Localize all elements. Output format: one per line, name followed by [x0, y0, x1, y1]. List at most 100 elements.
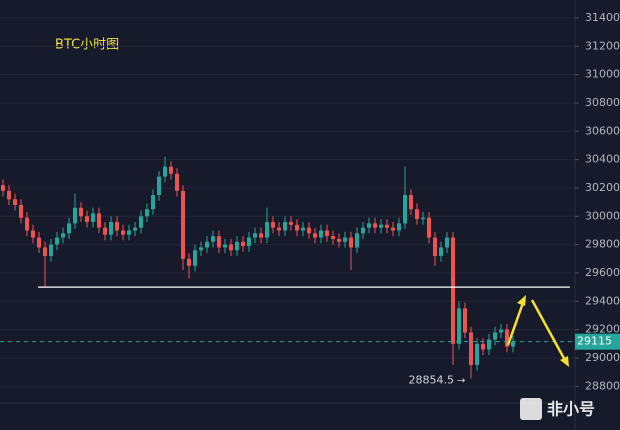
y-tick-label: 29800: [585, 238, 620, 251]
candle-body: [103, 227, 107, 235]
candle-body: [331, 236, 335, 239]
candle-body: [97, 213, 101, 228]
y-tick-label: 29400: [585, 294, 620, 307]
candle-body: [283, 221, 287, 231]
low-annotation: 28854.5: [409, 374, 455, 387]
y-tick-label: 28800: [585, 379, 620, 392]
candle-body: [145, 209, 149, 217]
candle-body: [511, 341, 515, 347]
last-price-label: 29115: [577, 335, 612, 348]
arrow-head: [560, 356, 569, 367]
arrow: [530, 299, 568, 363]
candle-body: [73, 207, 77, 224]
candle-body: [451, 237, 455, 344]
chart-title: BTC小时图: [55, 38, 119, 53]
candle-body: [43, 247, 47, 256]
candle-body: [487, 339, 491, 350]
candle-body: [481, 343, 485, 350]
candle-body: [241, 241, 245, 247]
candle-body: [427, 217, 431, 238]
candle-body: [151, 195, 155, 210]
candle-body: [271, 221, 275, 228]
candle-body: [295, 224, 299, 231]
y-tick-label: 29000: [585, 351, 620, 364]
candle-body: [385, 224, 389, 228]
y-tick-label: 30400: [585, 153, 620, 166]
candle-body: [31, 230, 35, 238]
candle-body: [187, 258, 191, 266]
arrow: [506, 299, 526, 346]
candle-body: [415, 209, 419, 220]
candle-body: [79, 207, 83, 217]
y-tick-label: 30000: [585, 209, 620, 222]
candle-body: [235, 241, 239, 251]
candle-body: [7, 190, 11, 200]
candle-body: [325, 230, 329, 237]
candle-body: [349, 237, 353, 248]
candle-body: [1, 185, 5, 191]
candle-body: [109, 221, 113, 235]
watermark: 非小号: [547, 400, 595, 419]
candle-body: [313, 233, 317, 238]
candle-body: [463, 308, 467, 333]
y-tick-label: 31400: [585, 11, 620, 24]
candle-body: [157, 176, 161, 196]
y-tick-label: 31200: [585, 39, 620, 52]
candle-body: [391, 227, 395, 231]
candle-body: [37, 237, 41, 248]
candle-body: [181, 190, 185, 259]
low-annotation-arrow: →: [457, 376, 465, 387]
plot: 28800 29000 29200 29400 29600 29800 30000 30200…: [0, 11, 620, 392]
candle-body: [319, 230, 323, 238]
candle-body: [445, 237, 449, 248]
candle-body: [379, 224, 383, 228]
candle-body: [115, 221, 119, 231]
candle-body: [499, 329, 503, 333]
candle-body: [25, 217, 29, 231]
candle-body: [85, 216, 89, 222]
candle-body: [61, 233, 65, 238]
candle-body: [247, 237, 251, 247]
candle-body: [211, 236, 215, 242]
y-tick-label: 30200: [585, 181, 620, 194]
candle-body: [205, 241, 209, 248]
candle-body: [265, 221, 269, 238]
candle-body: [19, 204, 23, 218]
candle-body: [253, 233, 257, 238]
candle-body: [127, 230, 131, 235]
candle-body: [505, 329, 509, 347]
candle-body: [193, 250, 197, 266]
candle-body: [133, 227, 137, 231]
candle-body: [469, 332, 473, 366]
candle-body: [373, 223, 377, 228]
last-price-box: [575, 333, 620, 350]
candle-body: [307, 227, 311, 234]
candle-body: [475, 343, 479, 366]
candle-body: [439, 247, 443, 256]
candle-body: [367, 223, 371, 228]
candle-body: [433, 237, 437, 256]
arrow-head: [517, 295, 526, 306]
candle-body: [337, 238, 341, 242]
candle-body: [175, 173, 179, 191]
candle-body: [139, 216, 143, 228]
candle-body: [397, 223, 401, 231]
candle-body: [223, 244, 227, 248]
candle-body: [13, 199, 17, 205]
candle-body: [277, 227, 281, 231]
candle-body: [55, 237, 59, 245]
candle-body: [121, 230, 125, 235]
candle-body: [343, 237, 347, 242]
candle-body: [493, 332, 497, 340]
candle-body: [163, 166, 167, 177]
candle-body: [91, 213, 95, 222]
watermark-icon: [520, 398, 542, 420]
y-tick-label: 30800: [585, 96, 620, 109]
candle-body: [217, 236, 221, 248]
candle-body: [229, 244, 233, 251]
candle-body: [403, 195, 407, 224]
candle-body: [49, 244, 53, 256]
candle-body: [259, 233, 263, 238]
candle-body: [199, 247, 203, 251]
